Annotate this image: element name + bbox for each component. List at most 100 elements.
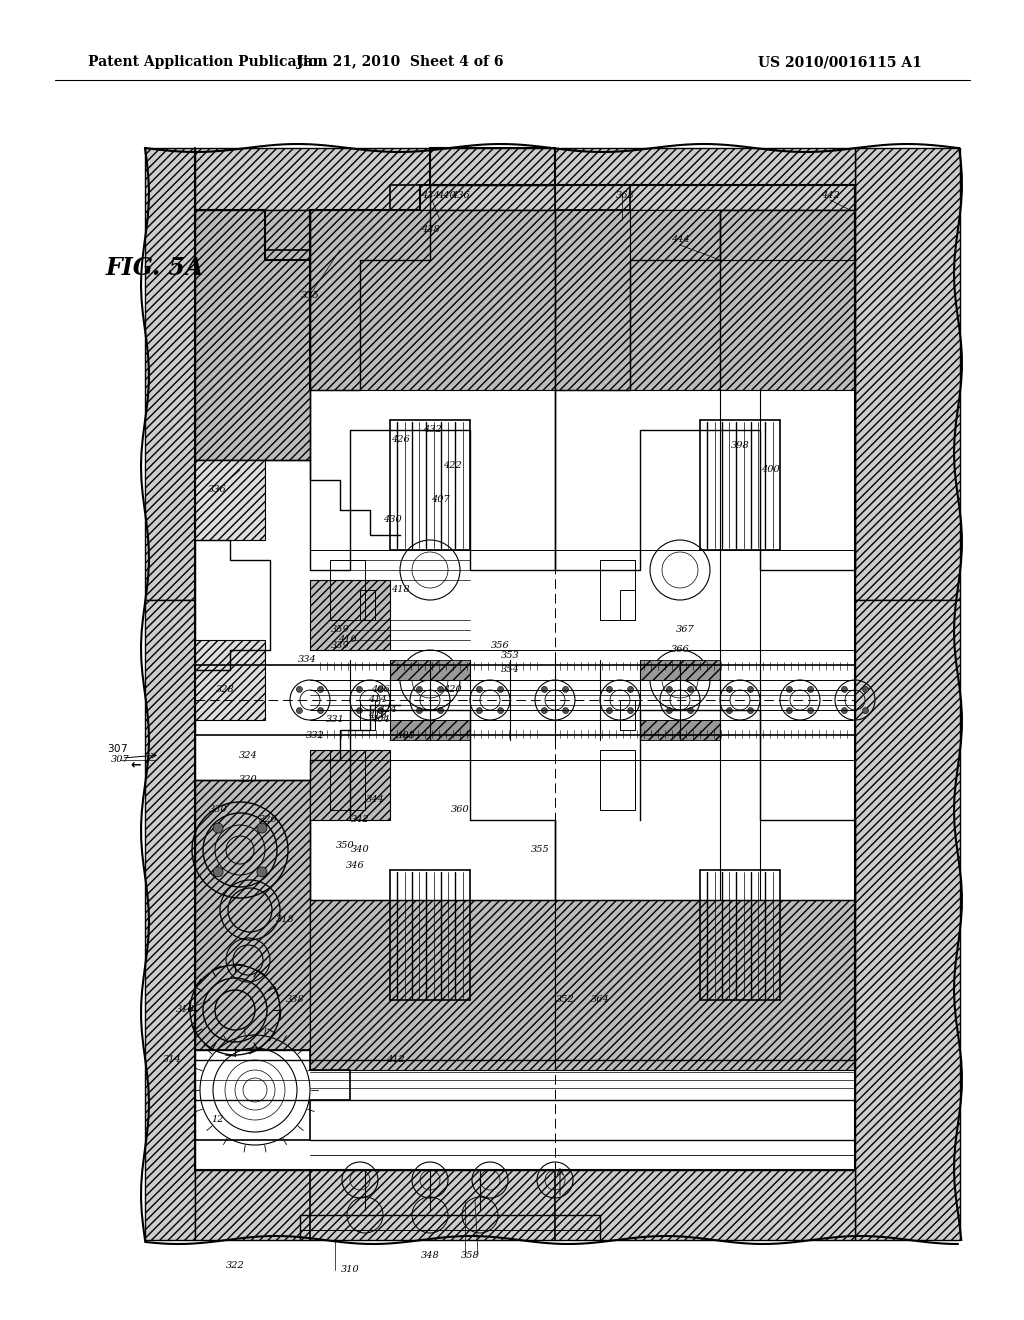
Text: 320: 320 (239, 776, 257, 784)
Text: 342: 342 (350, 816, 370, 825)
Text: 398: 398 (731, 441, 750, 450)
Polygon shape (555, 210, 855, 389)
Text: 400: 400 (761, 466, 779, 474)
Polygon shape (555, 900, 855, 1071)
Text: 440: 440 (436, 190, 456, 199)
Circle shape (476, 686, 482, 693)
Circle shape (606, 708, 612, 714)
Circle shape (667, 686, 673, 693)
Circle shape (842, 686, 848, 693)
Text: 404: 404 (371, 715, 389, 725)
Text: 328: 328 (216, 685, 234, 694)
Circle shape (726, 708, 732, 714)
Text: 350: 350 (336, 841, 354, 850)
Polygon shape (145, 601, 195, 1239)
Polygon shape (195, 780, 310, 1049)
Bar (330, 750, 365, 810)
Text: $\mathit{307}$: $\mathit{307}$ (106, 742, 127, 754)
Circle shape (687, 708, 693, 714)
Circle shape (628, 686, 634, 693)
Text: $\bf{\leftarrow}$: $\bf{\leftarrow}$ (128, 758, 142, 771)
Text: FIG. 5A: FIG. 5A (105, 256, 204, 280)
Text: 339: 339 (331, 640, 349, 649)
Text: 436: 436 (451, 190, 469, 199)
Text: 364: 364 (591, 995, 609, 1005)
Circle shape (862, 708, 868, 714)
Text: 348: 348 (421, 1250, 439, 1259)
Circle shape (417, 708, 422, 714)
Text: 412: 412 (386, 1056, 404, 1064)
Text: 307: 307 (111, 755, 129, 764)
Text: 358: 358 (461, 1250, 479, 1259)
Circle shape (476, 708, 482, 714)
Circle shape (808, 686, 814, 693)
Text: 368: 368 (615, 190, 635, 199)
Text: 438: 438 (421, 226, 439, 235)
Text: 420: 420 (442, 685, 462, 694)
Text: 444: 444 (671, 235, 689, 244)
Text: 355: 355 (530, 846, 549, 854)
Polygon shape (855, 601, 961, 1239)
Polygon shape (390, 660, 470, 680)
Circle shape (628, 708, 634, 714)
Circle shape (296, 708, 302, 714)
Text: 410: 410 (338, 635, 356, 644)
Circle shape (356, 686, 362, 693)
Circle shape (356, 708, 362, 714)
Circle shape (296, 686, 302, 693)
Polygon shape (855, 148, 961, 601)
Circle shape (542, 686, 548, 693)
Circle shape (786, 686, 793, 693)
Circle shape (748, 686, 754, 693)
Text: 352: 352 (556, 995, 574, 1005)
Circle shape (378, 708, 384, 714)
Circle shape (317, 708, 324, 714)
Polygon shape (195, 640, 265, 719)
Circle shape (437, 708, 443, 714)
Polygon shape (640, 719, 720, 741)
Text: 430: 430 (383, 516, 401, 524)
Bar (620, 590, 635, 620)
Circle shape (542, 708, 548, 714)
Text: 359: 359 (331, 626, 349, 635)
Circle shape (213, 824, 223, 833)
Text: 422: 422 (442, 461, 462, 470)
Text: Patent Application Publication: Patent Application Publication (88, 55, 328, 69)
Circle shape (687, 686, 693, 693)
Circle shape (842, 708, 848, 714)
Circle shape (667, 708, 673, 714)
Text: 346: 346 (346, 861, 365, 870)
Circle shape (606, 686, 612, 693)
Text: 360: 360 (451, 805, 469, 814)
Circle shape (808, 708, 814, 714)
Bar (330, 560, 365, 620)
Circle shape (862, 686, 868, 693)
Circle shape (786, 708, 793, 714)
Circle shape (726, 686, 732, 693)
Bar (620, 700, 635, 730)
Text: 338: 338 (286, 995, 304, 1005)
Text: 353: 353 (501, 651, 519, 660)
Polygon shape (195, 148, 855, 210)
Circle shape (562, 708, 568, 714)
Text: 424: 424 (378, 705, 396, 714)
Text: 344: 344 (366, 796, 384, 804)
Text: 330: 330 (209, 805, 227, 814)
Text: 334: 334 (298, 656, 316, 664)
Text: 316: 316 (176, 1006, 195, 1015)
Text: 407: 407 (431, 495, 450, 504)
Polygon shape (195, 459, 265, 540)
Text: 426: 426 (390, 436, 410, 445)
Bar (360, 700, 375, 730)
Polygon shape (145, 148, 195, 601)
Text: 332: 332 (305, 730, 325, 739)
Polygon shape (390, 719, 470, 741)
Circle shape (317, 686, 324, 693)
Text: 416: 416 (368, 710, 386, 719)
Text: 12: 12 (212, 1115, 224, 1125)
Text: 326: 326 (259, 816, 278, 825)
Text: 322: 322 (225, 1261, 245, 1270)
Polygon shape (310, 750, 390, 820)
Text: 406: 406 (371, 685, 389, 694)
Text: 336: 336 (208, 486, 226, 495)
